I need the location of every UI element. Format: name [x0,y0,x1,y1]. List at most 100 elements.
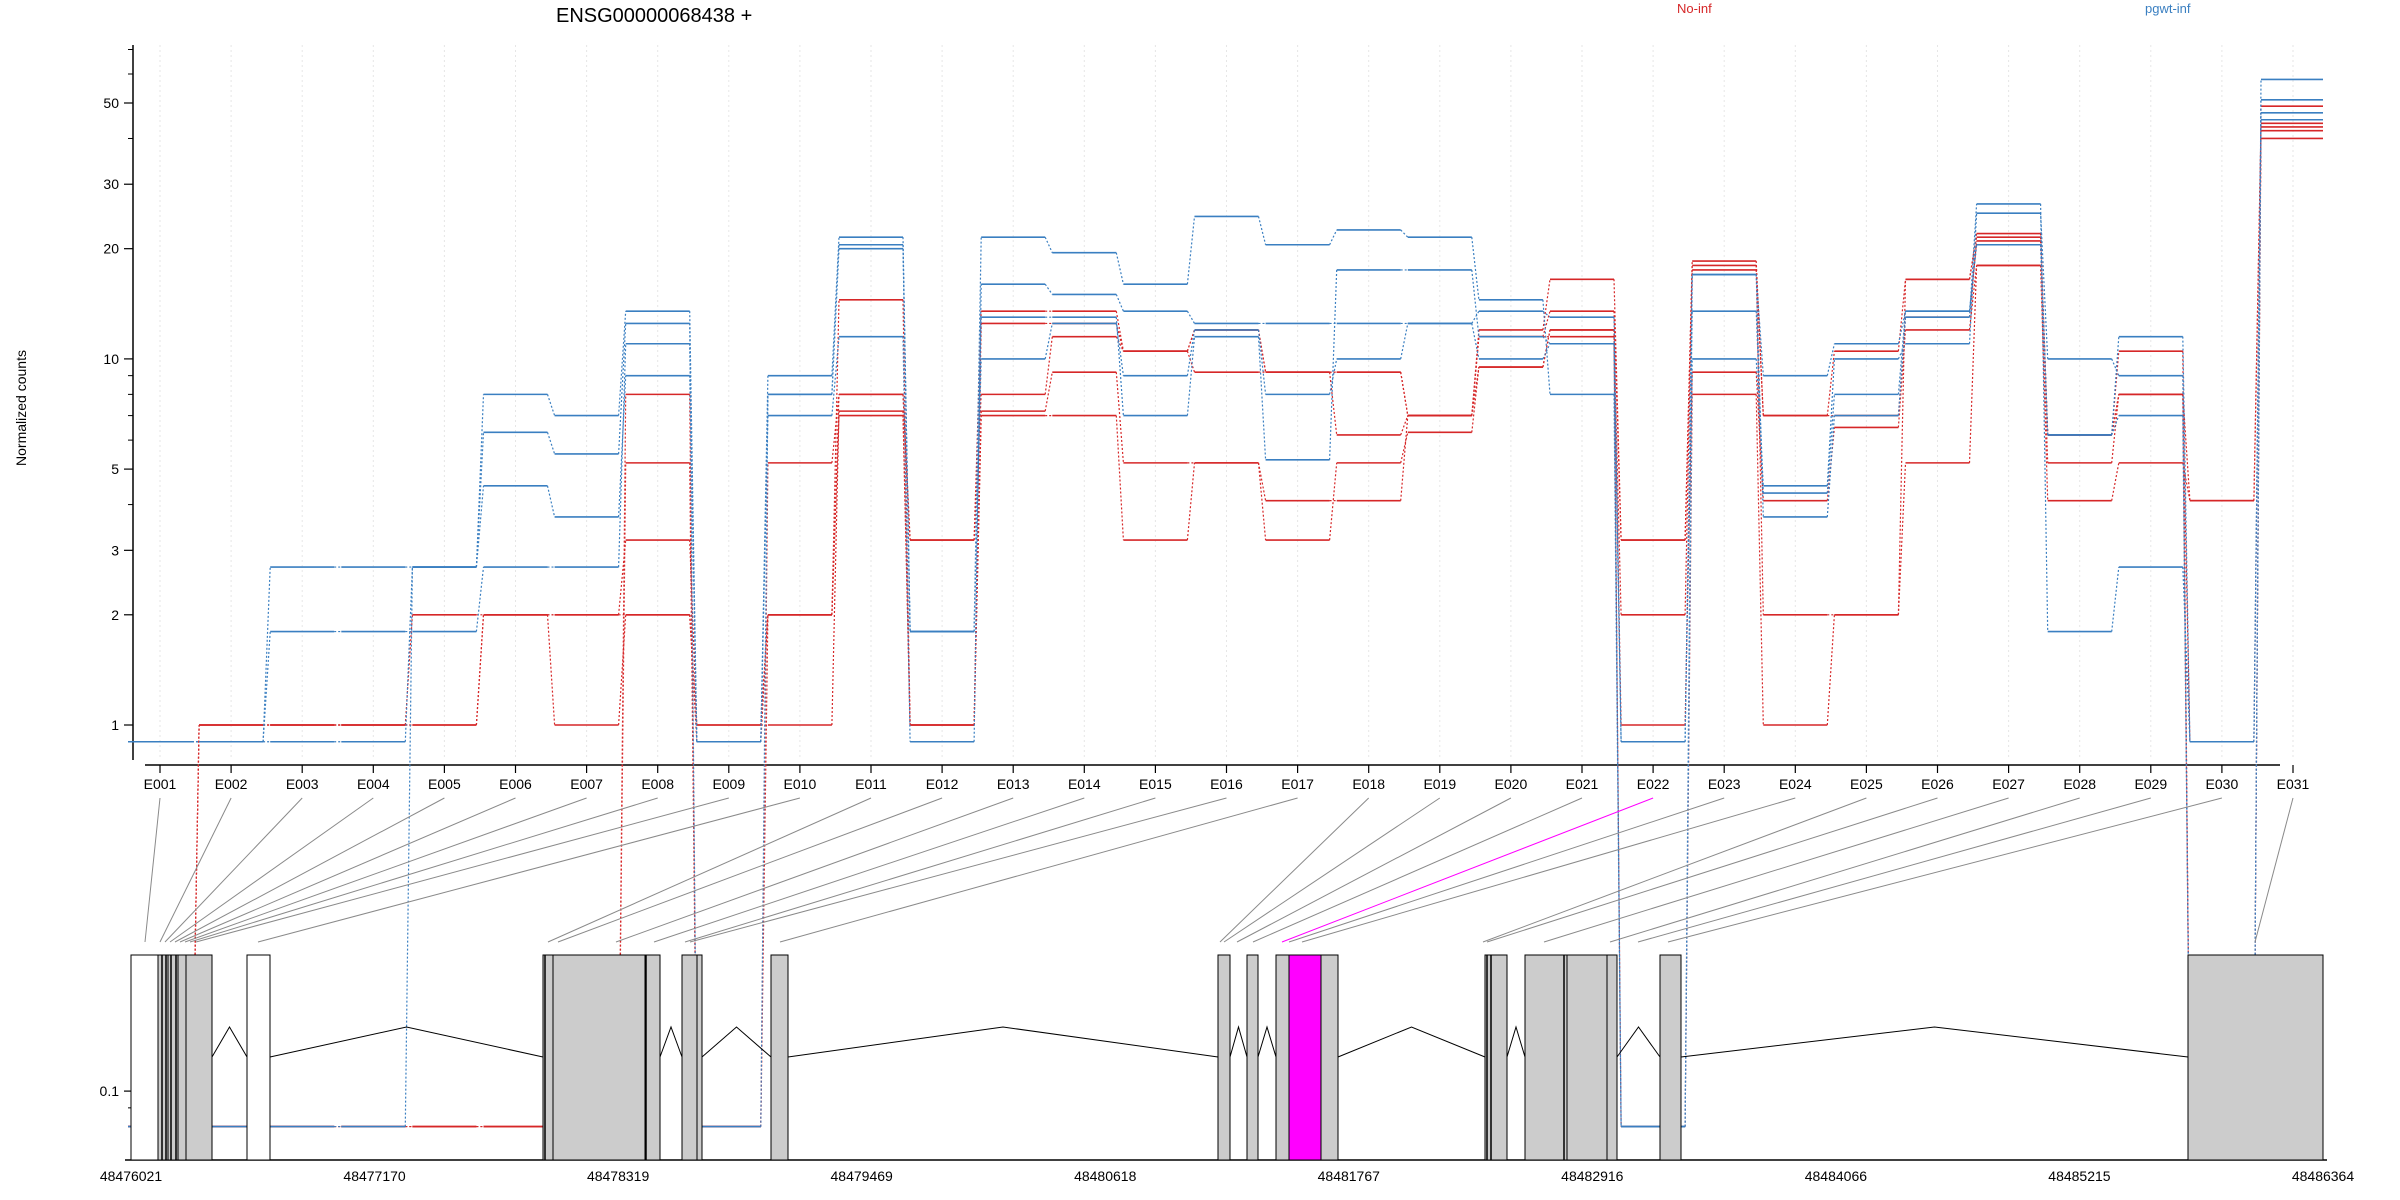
x-tick-label: E012 [926,776,959,792]
intron-line [269,1026,544,1058]
series-connector [262,631,271,742]
intron-line [211,1026,248,1058]
exon-block [130,954,159,1161]
series-connector [1826,358,1835,486]
exon-block [1246,954,1259,1161]
series-connector [973,317,982,632]
x-tick-label: E021 [1566,776,1599,792]
series-connector [2040,265,2049,463]
x-tick-label: E029 [2134,776,2167,792]
series-connector [1329,372,1338,435]
series-connector [902,336,911,742]
exon-connector [189,797,658,943]
legend-no-inf: No-inf [1677,1,1712,16]
series-connector [2040,265,2049,501]
series-connector [1400,432,1409,464]
series-connector [1542,336,1551,345]
exon-block [681,954,698,1161]
series-connector [618,375,627,518]
exon-block [2187,954,2324,1161]
x-tick-label: E009 [712,776,745,792]
exon-block [552,954,646,1161]
x-tick-label: E025 [1850,776,1883,792]
grid-lines [159,45,2294,760]
exon-block [1606,954,1618,1161]
exon-connector [1252,797,1583,943]
series-connector [1257,329,1267,373]
series-connector [902,237,911,632]
series-connector [618,311,627,416]
exon-block [1566,954,1608,1161]
series-connector [1471,269,1480,337]
intron-line [659,1025,683,1058]
exon-block [185,954,213,1161]
series-connector [1542,279,1551,330]
x-tick-label: E005 [428,776,461,792]
intron-line [1680,1026,2189,1058]
series-connector [1897,317,1907,416]
series-connector [2182,567,2191,742]
exon-connector [1281,797,1654,943]
series-connector [831,411,840,726]
series-connector [2111,394,2120,436]
series-connector [1897,462,1907,615]
series-connector [831,237,840,376]
exon-block [246,954,271,1161]
series-connector [1115,415,1124,541]
series-connector [1257,329,1267,395]
y-tick-label: 1 [111,717,119,733]
exon-connector [184,797,587,943]
exon-connector [2254,797,2294,943]
x-tick-label: E019 [1423,776,1456,792]
series-connector [475,394,485,568]
y-tick-label: 30 [103,176,119,192]
exon-block [177,954,187,1161]
series-pgwt-inf [128,112,2323,743]
chart-title: ENSG00000068438 + [556,5,752,27]
exon-block [696,954,703,1161]
exon-block [1320,954,1339,1161]
intron-line [1337,1026,1486,1058]
series-connector [1186,462,1196,541]
series-connector [1400,229,1409,238]
series-connector [1684,274,1693,742]
exon-connector [615,797,1014,943]
series-connector [1044,236,1053,253]
y-tick-label: 20 [103,241,119,257]
genomic-coordinate-label: 48478319 [587,1168,650,1184]
exon-connector [174,797,445,943]
series-connector [1684,269,1693,615]
exon-connector [689,797,1227,943]
exon-connector [547,797,872,943]
series-connector [404,567,413,742]
x-tick-label: E015 [1139,776,1172,792]
exon-block-highlight [1288,954,1322,1161]
x-tick-label: E018 [1352,776,1385,792]
series-connector [1115,317,1124,416]
series-connector [1186,329,1196,352]
x-tick-label: E013 [997,776,1030,792]
exon-connector [179,797,516,943]
series-connector [1826,614,1835,726]
legend-pgwt-inf: pgwt-inf [2145,1,2191,16]
series-connector [1897,343,1907,360]
intron-line [1616,1026,1661,1058]
series-connector [1257,336,1267,460]
exon-connector [653,797,1085,943]
series-connector [760,375,769,742]
intron-line [787,1026,1219,1058]
series-connector [1755,394,1764,726]
x-tick-label: E002 [215,776,248,792]
genomic-coordinate-label: 48484066 [1805,1168,1868,1184]
genomic-coordinate-label: 48480618 [1074,1168,1137,1184]
series-connector [1755,274,1764,517]
series-connector [1329,462,1338,541]
series-connector [1257,216,1267,245]
exon-connector [684,797,1156,943]
exon-connector [1236,797,1512,943]
exon-connectors [144,797,2294,943]
series-connector [1471,237,1480,300]
series-connector [1684,265,1693,541]
series-connector [1471,366,1480,433]
series-connector [1897,311,1907,344]
